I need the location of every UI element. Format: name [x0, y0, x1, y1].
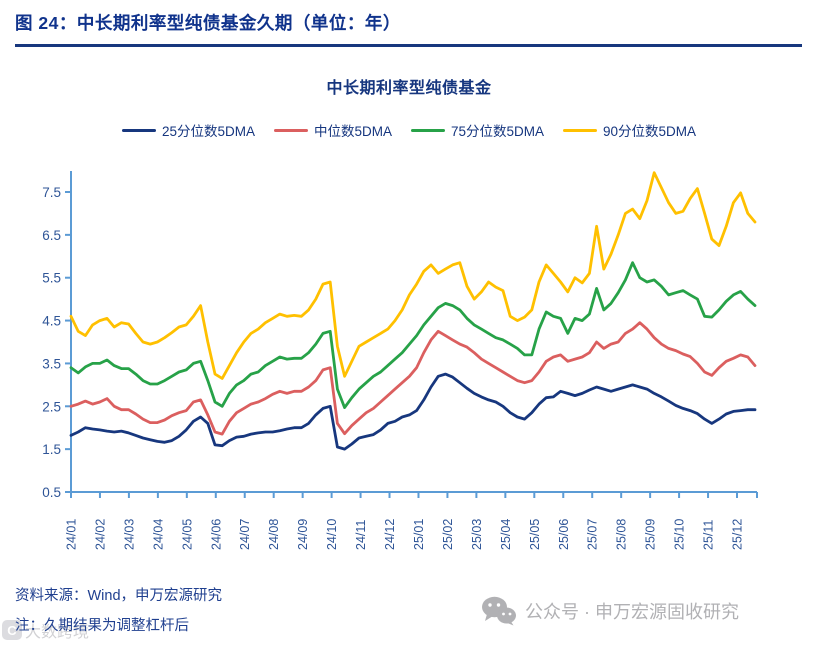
legend-swatch: [563, 128, 598, 132]
y-tick-label: 1.5: [42, 442, 61, 457]
figure-caption: 图 24：中长期利率型纯债基金久期（单位：年）: [15, 10, 802, 47]
legend-label: 中位数5DMA: [313, 124, 392, 139]
y-tick-label: 2.5: [42, 399, 61, 414]
x-tick-label: 24/04: [151, 519, 165, 550]
x-tick-label: 24/08: [267, 519, 281, 550]
legend-item-1: 中位数5DMA: [273, 120, 392, 140]
x-tick-label: 25/08: [615, 519, 629, 550]
wechat-icon: [482, 596, 516, 626]
legend-label: 25分位数5DMA: [161, 124, 255, 139]
x-tick-label: 24/06: [209, 519, 223, 550]
legend-swatch: [273, 128, 308, 132]
source-note: 资料来源：Wind，申万宏源研究: [15, 588, 223, 604]
chart-title: 中长期利率型纯债基金: [326, 80, 492, 97]
x-tick-label: 25/02: [441, 519, 455, 550]
y-tick-label: 5.5: [42, 271, 61, 286]
legend-swatch: [121, 128, 156, 132]
series-line-2: [69, 261, 757, 410]
chart-legend: 25分位数5DMA 中位数5DMA 75分位数5DMA 90分位数5DMA: [0, 120, 818, 140]
x-tick-label: 25/01: [412, 519, 426, 550]
y-tick-label: 6.5: [42, 228, 61, 243]
legend-label: 90分位数5DMA: [603, 124, 697, 139]
y-tick-label: 4.5: [42, 314, 61, 329]
x-tick-label: 25/03: [470, 519, 484, 550]
x-tick-label: 25/12: [731, 519, 745, 550]
x-tick-label: 24/07: [238, 519, 252, 550]
legend-item-3: 90分位数5DMA: [563, 120, 696, 140]
legend-item-0: 25分位数5DMA: [121, 120, 255, 140]
legend-swatch: [410, 128, 445, 132]
figure-caption-text: 图 24：中长期利率型纯债基金久期（单位：年）: [15, 13, 401, 33]
y-tick-label: 3.5: [42, 356, 61, 371]
x-tick-label: 25/09: [644, 519, 658, 550]
series-line-1: [69, 321, 757, 436]
method-note: 注：久期结果为调整杠杆后: [15, 618, 189, 634]
wechat-label: 公众号 · 申万宏源固收研究: [525, 602, 739, 622]
y-tick-label: 7.5: [42, 185, 61, 200]
x-tick-label: 24/11: [354, 520, 368, 550]
x-tick-label: 24/01: [65, 519, 79, 550]
series-line-3: [69, 171, 757, 380]
x-tick-label: 24/09: [296, 519, 310, 550]
x-tick-label: 24/03: [122, 519, 136, 550]
x-tick-label: 24/12: [383, 519, 397, 550]
x-tick-label: 25/04: [499, 519, 513, 550]
series-line-0: [69, 372, 757, 451]
x-tick-label: 25/07: [586, 519, 600, 550]
wechat-account-tag: 公众号 · 申万宏源固收研究: [481, 596, 739, 626]
legend-label: 75分位数5DMA: [450, 124, 545, 139]
x-tick-label: 24/02: [93, 519, 107, 550]
y-tick-label: 0.5: [42, 485, 61, 500]
legend-item-2: 75分位数5DMA: [410, 120, 545, 140]
x-tick-label: 24/05: [180, 519, 194, 550]
x-tick-label: 25/05: [528, 519, 542, 550]
x-tick-label: 24/10: [325, 519, 339, 550]
watermark-label: 大数跨境: [25, 624, 90, 641]
watermark: C 大数跨境: [2, 618, 89, 642]
watermark-logo-icon: C: [2, 620, 22, 640]
x-tick-label: 25/10: [673, 519, 687, 550]
x-tick-label: 25/11: [702, 520, 716, 550]
x-tick-label: 25/06: [557, 519, 571, 550]
